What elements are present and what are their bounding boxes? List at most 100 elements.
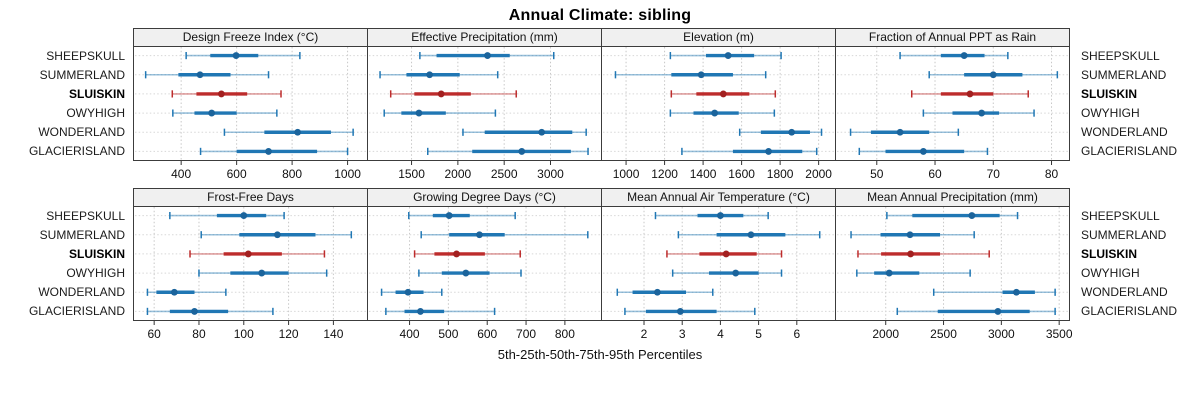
panels-bottom-row: Frost-Free Days 60 80 100 120 140 Growing Degr… bbox=[133, 188, 1073, 343]
median-dot bbox=[907, 250, 914, 258]
axis-tick-label: 2500 bbox=[491, 167, 518, 181]
axis-tick-label: 4 bbox=[717, 327, 724, 341]
station-label-owyhigh: OWYHIGH bbox=[66, 106, 125, 121]
axis-tick-label: 60 bbox=[147, 327, 161, 341]
interval-owyhigh bbox=[671, 269, 783, 277]
median-dot bbox=[724, 52, 732, 59]
median-dot bbox=[896, 128, 904, 136]
panel-title: Design Freeze Index (°C) bbox=[133, 28, 368, 46]
axis-tick-label: 500 bbox=[438, 327, 458, 341]
axis-tick-label: 60 bbox=[928, 167, 942, 181]
panel-border bbox=[835, 206, 1070, 321]
panel-plot: 1500 2000 2500 3000 bbox=[367, 46, 602, 181]
median-dot bbox=[294, 128, 302, 136]
row-labels-left-bottom: SHEEPSKULL SUMMERLAND SLUISKIN OWYHIGH WONDE… bbox=[0, 188, 133, 321]
interval-summerland bbox=[850, 231, 975, 239]
interval-summerland bbox=[677, 231, 821, 239]
median-dot bbox=[732, 269, 740, 277]
interval-summerland bbox=[379, 71, 499, 79]
facet-panel: Effective Precipitation (mm) 1500 2000 2500… bbox=[367, 28, 602, 183]
axis-tick-label: 80 bbox=[1045, 167, 1059, 181]
median-dot bbox=[966, 90, 974, 98]
median-dot bbox=[170, 288, 178, 296]
interval-sheepskull bbox=[899, 51, 1009, 60]
median-dot bbox=[462, 269, 470, 277]
interval-glacierisland bbox=[427, 147, 589, 156]
facet-row-bottom: SHEEPSKULL SUMMERLAND SLUISKIN OWYHIGH WONDE… bbox=[0, 188, 1200, 343]
median-dot bbox=[1012, 288, 1020, 296]
interval-sluiskin bbox=[666, 250, 783, 258]
interval-sheepskull bbox=[408, 211, 516, 220]
interval-sluiskin bbox=[413, 250, 521, 258]
median-dot bbox=[765, 148, 772, 155]
plot-background bbox=[835, 206, 1070, 321]
interval-glacierisland bbox=[681, 147, 818, 156]
station-label-owyhigh: OWYHIGH bbox=[1081, 266, 1140, 281]
axis-tick-label: 2000 bbox=[805, 167, 832, 181]
median-dot bbox=[417, 308, 424, 315]
row-labels-right-bottom: SHEEPSKULL SUMMERLAND SLUISKIN OWYHIGH WONDE… bbox=[1070, 188, 1200, 321]
median-dot bbox=[426, 71, 434, 79]
median-dot bbox=[196, 71, 204, 79]
axis-tick-label: 800 bbox=[282, 167, 302, 181]
median-dot bbox=[518, 148, 526, 155]
interval-owyhigh bbox=[172, 109, 278, 117]
interval-sluiskin bbox=[389, 90, 517, 98]
interval-summerland bbox=[144, 71, 270, 79]
interval-glacierisland bbox=[858, 147, 989, 156]
station-label-sluiskin: SLUISKIN bbox=[1081, 86, 1138, 101]
station-label-glacierisland: GLACIERISLAND bbox=[1081, 144, 1178, 159]
interval-sheepskull bbox=[886, 211, 1019, 220]
station-label-wonderland: WONDERLAND bbox=[1081, 125, 1168, 140]
panel-plot: 2000 2500 3000 3500 bbox=[835, 206, 1073, 341]
interval-sheepskull bbox=[169, 211, 285, 220]
axis-tick-label: 3000 bbox=[988, 327, 1015, 341]
interval-glacierisland bbox=[199, 147, 349, 156]
facet-panel: Design Freeze Index (°C) 400 600 800 1000 bbox=[133, 28, 368, 183]
panel-plot: 50 60 70 80 bbox=[835, 46, 1070, 181]
station-label-glacierisland: GLACIERISLAND bbox=[28, 144, 125, 159]
axis-tick-label: 70 bbox=[987, 167, 1001, 181]
axis-tick-label: 140 bbox=[323, 327, 343, 341]
axis-tick-label: 2000 bbox=[872, 327, 899, 341]
axis-tick-label: 800 bbox=[555, 327, 575, 341]
station-label-summerland: SUMMERLAND bbox=[1081, 67, 1167, 82]
median-dot bbox=[676, 308, 684, 315]
axis-tick-label: 1400 bbox=[690, 167, 717, 181]
median-dot bbox=[906, 231, 914, 239]
station-label-sheepskull: SHEEPSKULL bbox=[46, 208, 125, 223]
interval-glacierisland bbox=[385, 307, 496, 316]
axis-tick-label: 2500 bbox=[930, 327, 957, 341]
axis-tick-label: 3500 bbox=[1046, 327, 1073, 341]
station-label-sluiskin: SLUISKIN bbox=[68, 86, 125, 101]
axis-tick-label: 6 bbox=[793, 327, 800, 341]
panel-plot: 60 80 100 120 140 bbox=[133, 206, 368, 341]
chart-title: Annual Climate: sibling bbox=[508, 7, 692, 24]
interval-sluiskin bbox=[670, 90, 777, 98]
interval-sheepskull bbox=[185, 51, 301, 60]
axis-tick-label: 400 bbox=[171, 167, 191, 181]
median-dot bbox=[919, 148, 927, 155]
median-dot bbox=[244, 250, 252, 258]
median-dot bbox=[232, 52, 240, 59]
station-label-sheepskull: SHEEPSKULL bbox=[1081, 208, 1160, 223]
plot-background bbox=[133, 206, 368, 321]
panel-title: Growing Degree Days (°C) bbox=[367, 188, 602, 206]
interval-glacierisland bbox=[624, 307, 756, 316]
median-dot bbox=[538, 128, 546, 136]
station-label-wonderland: WONDERLAND bbox=[1081, 285, 1168, 300]
interval-wonderland bbox=[932, 288, 1056, 296]
interval-sheepskull bbox=[654, 211, 769, 220]
facet-panel: Elevation (m) 1000 1200 1400 1600 1800 2000 bbox=[601, 28, 836, 183]
facet-panel: Frost-Free Days 60 80 100 120 140 bbox=[133, 188, 368, 343]
axis-tick-label: 700 bbox=[516, 327, 536, 341]
station-label-sheepskull: SHEEPSKULL bbox=[1081, 48, 1160, 63]
interval-summerland bbox=[200, 231, 353, 239]
median-dot bbox=[404, 288, 412, 296]
interval-owyhigh bbox=[856, 269, 971, 277]
facet-panel: Mean Annual Air Temperature (°C) 2 3 4 5 6 bbox=[601, 188, 836, 343]
median-dot bbox=[240, 212, 248, 219]
median-dot bbox=[476, 231, 483, 239]
axis-tick-label: 80 bbox=[192, 327, 206, 341]
interval-wonderland bbox=[849, 128, 960, 136]
